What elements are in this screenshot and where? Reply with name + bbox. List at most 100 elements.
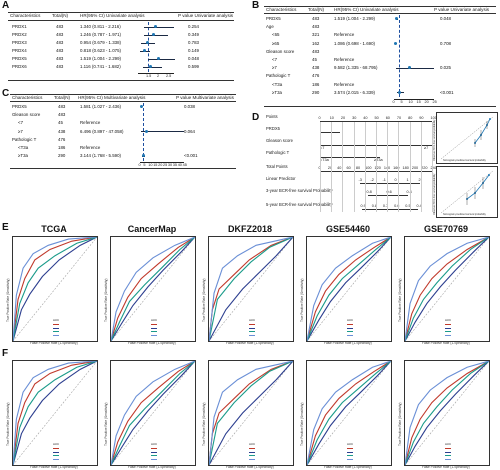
calibration-curve-5yr	[440, 170, 494, 214]
nomogram-tick: 80	[355, 166, 361, 170]
nomogram-tick: 0.6	[386, 190, 392, 194]
roc-curves	[13, 237, 98, 342]
nomogram-gridline	[320, 122, 321, 212]
roc-curve	[13, 361, 97, 465]
roc-xlabel: False Positive Rate (1-Specificity)	[226, 341, 274, 345]
roc-legend-swatch	[445, 324, 451, 325]
row-n: 483	[56, 40, 64, 45]
header-p: P value Multivariate analysis	[176, 95, 234, 100]
roc-curve	[13, 361, 97, 465]
roc-xlabel: False Positive Rate (1-Specificity)	[324, 465, 372, 469]
roc-legend-title: AUC	[53, 442, 60, 446]
roc-legend-swatch	[151, 451, 157, 453]
row-n: 483	[312, 16, 320, 21]
roc-legend-swatch	[249, 458, 255, 460]
axis-tick: 20	[158, 163, 163, 167]
nomogram-tick: -3	[358, 178, 362, 182]
nomogram-tick: 0.6	[394, 204, 400, 208]
roc-legend-title: AUC	[151, 442, 158, 446]
nomogram-tick: 0.9	[360, 204, 366, 208]
roc-ylabel: True Positive Rate (Sensitivity)	[6, 278, 10, 322]
nomogram-tick: 80	[408, 116, 413, 120]
roc-ylabel: True Positive Rate (Sensitivity)	[104, 402, 108, 446]
row-name: Pathologic T	[12, 136, 37, 142]
ci-line	[396, 67, 434, 69]
roc-legend-swatch	[53, 331, 59, 333]
row-n: 290	[312, 89, 320, 95]
forest-axis	[140, 162, 184, 163]
nomogram-tick: 70	[396, 116, 402, 120]
roc-ylabel: True Positive Rate (Sensitivity)	[398, 402, 402, 446]
roc-legend-swatch	[445, 458, 451, 460]
roc-curve	[405, 361, 489, 465]
roc-dataset-title: CancerMap	[127, 224, 177, 234]
axis-tick: 2	[157, 74, 160, 78]
roc-curve	[405, 237, 489, 341]
roc-legend-swatch	[151, 458, 157, 460]
roc-curve	[13, 237, 97, 341]
roc-curves	[111, 237, 195, 341]
roc-curve	[209, 361, 293, 465]
row-hr: Reference	[334, 57, 355, 62]
nomogram-tick: 160	[393, 166, 400, 170]
row-name: <65	[272, 32, 280, 38]
nomogram-tick: 40	[363, 116, 368, 120]
hr-point	[151, 33, 155, 36]
roc-diagonal	[12, 360, 98, 466]
nomogram-tick: 0.4	[416, 204, 422, 208]
hr-point	[394, 17, 398, 20]
roc-curves	[405, 361, 489, 465]
row-n: 483	[312, 24, 320, 30]
axis-tick: 20	[424, 100, 429, 104]
panel-c: C Characteristics Total(N) HR(95% CI) Mu…	[0, 88, 245, 170]
row-name: PRDX1	[12, 24, 27, 29]
roc-curve	[405, 361, 489, 465]
roc-plot: AUC	[306, 360, 392, 466]
roc-diagonal	[306, 360, 392, 466]
header-total: Total(N)	[52, 13, 69, 18]
row-hr: 1.246 (0.787 - 1.971)	[80, 32, 122, 37]
row-name: <T3a	[18, 145, 29, 150]
row-name: Pathologic T	[266, 73, 291, 79]
nomogram-tick: -2	[370, 178, 374, 182]
roc-legend-swatch	[53, 448, 59, 449]
roc-legend-swatch	[249, 324, 255, 325]
header-p: P value Univariate analysis	[178, 13, 234, 18]
row-hr: 1.581 (1.027 - 2.436)	[80, 104, 122, 109]
header-total: Total(N)	[54, 95, 71, 100]
roc-diagonal	[110, 360, 196, 466]
points-scale	[320, 121, 432, 122]
roc-legend-swatch	[347, 334, 353, 336]
panel-b: B Characteristics Total(N) HR(95% CI) Un…	[250, 0, 500, 108]
nomogram-gridline	[353, 122, 355, 212]
row-name: PRDX5	[266, 16, 281, 21]
roc-xlabel: False Positive Rate (1-Specificity)	[30, 465, 78, 469]
row-p: 0.038	[184, 104, 195, 109]
nomogram-row-label: PRDX5	[266, 126, 280, 131]
roc-curve	[307, 237, 391, 341]
row-n: 483	[56, 24, 64, 29]
calibration-xlabel: Nomogram-predicted survival probability	[443, 159, 486, 162]
axis-tick: 40	[177, 163, 182, 167]
roc-legend-swatch	[249, 448, 255, 449]
roc-legend-title: AUC	[445, 318, 452, 322]
roc-diagonal	[208, 360, 294, 466]
nomogram-gridline	[432, 122, 433, 212]
nomogram-tick: 100	[430, 116, 437, 120]
roc-legend-title: AUC	[53, 318, 60, 322]
calibration-ylabel: Observed BCR-free survival probability	[433, 173, 436, 215]
row-n: 186	[58, 145, 66, 150]
roc-ylabel: True Positive Rate (Sensitivity)	[202, 402, 206, 446]
row-n: 438	[312, 65, 320, 71]
roc-legend-swatch	[53, 327, 59, 329]
panel-b-label: B	[252, 0, 260, 11]
nomogram-tick: 140	[383, 166, 391, 170]
nomogram-tick: 0.5	[405, 204, 411, 208]
nomogram-tick: 0.4	[406, 190, 412, 194]
table-header-rule	[8, 20, 234, 21]
roc-legend-swatch	[445, 327, 451, 329]
row-n: 186	[312, 81, 320, 87]
forest-axis	[394, 99, 434, 100]
row-p: 0.064	[184, 128, 195, 134]
nomogram-gridline	[364, 122, 366, 212]
